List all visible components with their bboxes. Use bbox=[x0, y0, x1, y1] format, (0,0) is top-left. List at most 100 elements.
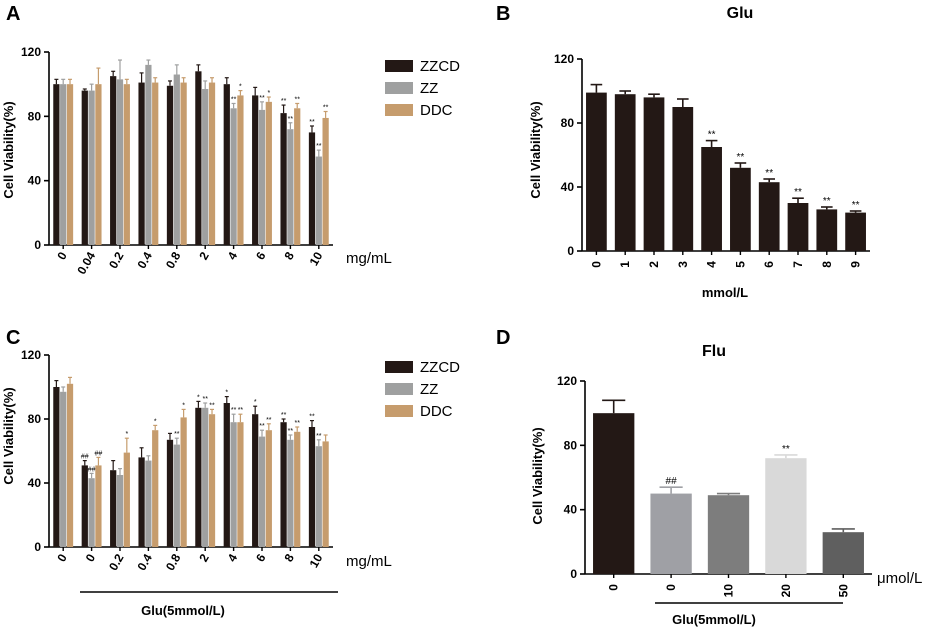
chart-a-bar-zzcd bbox=[195, 71, 202, 245]
chart-a-xtick-label: 2 bbox=[196, 249, 212, 262]
chart-d-ytick-label: 40 bbox=[564, 503, 578, 517]
chart-c-ytick-label: 40 bbox=[28, 476, 42, 490]
chart-b-xtick-label: 3 bbox=[676, 261, 690, 268]
chart-c-bar-zz bbox=[258, 436, 266, 547]
chart-b-bar bbox=[701, 147, 722, 251]
chart-c-sig-label: * bbox=[225, 390, 228, 397]
legend-a-label-ddc: DDC bbox=[420, 102, 453, 119]
chart-d-title: Flu bbox=[702, 343, 726, 360]
chart-b-xtick-label: 4 bbox=[705, 261, 719, 268]
chart-a-sig-label: ** bbox=[323, 105, 329, 112]
chart-d-ytick-label: 80 bbox=[564, 438, 578, 452]
chart-c-bar-zz bbox=[230, 422, 237, 547]
chart-a-bar-zz bbox=[173, 74, 180, 246]
chart-b-ytick-label: 80 bbox=[561, 116, 575, 130]
chart-a-bar-ddc bbox=[322, 117, 329, 245]
chart-c-unit: mg/mL bbox=[346, 553, 392, 570]
chart-c-sig-label: ** bbox=[202, 396, 208, 403]
chart-a-bar-ddc bbox=[265, 101, 272, 245]
chart-c-sig-label: ** bbox=[231, 407, 237, 414]
chart-c-bar-ddc bbox=[180, 417, 187, 547]
chart-a-xtick-label: 0.4 bbox=[135, 249, 156, 271]
chart-b-bar bbox=[730, 167, 751, 251]
chart-c-sig-label: ## bbox=[81, 454, 89, 461]
chart-c-xtick-label: 4 bbox=[225, 551, 241, 564]
chart-c-ytick-label: 80 bbox=[28, 412, 42, 426]
chart-d-xtick-label: 10 bbox=[722, 584, 736, 598]
chart-b-ytick-label: 40 bbox=[561, 180, 575, 194]
chart-a-xtick-label: 8 bbox=[282, 249, 298, 262]
chart-c-xlabel: Glu(5mmol/L) bbox=[141, 603, 225, 618]
chart-c-sig-label: ** bbox=[259, 423, 265, 430]
chart-a-bar-zz bbox=[258, 109, 266, 246]
chart-c-xtick-label: 0.4 bbox=[135, 551, 156, 573]
chart-b: 0 40 80 120 0 1 2 3 4 ** 5 ** 6 ** 7 ** 8 ** 9 ** bbox=[554, 52, 870, 268]
chart-a-ytick-label: 0 bbox=[34, 238, 41, 252]
chart-b-bar bbox=[586, 92, 607, 251]
chart-c-bar-zzcd bbox=[195, 407, 202, 547]
chart-b-ylabel: Cell Viability(%) bbox=[528, 101, 543, 198]
chart-b-ytick-label: 120 bbox=[554, 52, 574, 66]
legend-a-label-zz: ZZ bbox=[420, 80, 438, 97]
chart-b-bar bbox=[758, 182, 780, 251]
chart-a-xtick-label: 0 bbox=[54, 249, 70, 262]
chart-b-bar bbox=[787, 203, 809, 251]
chart-b-bar bbox=[614, 94, 636, 251]
panel-a-label: A bbox=[6, 3, 20, 25]
chart-a-xtick-label: 4 bbox=[225, 249, 241, 262]
legend-c-swatch-zzcd bbox=[385, 361, 413, 373]
chart-b-xtick-label: 6 bbox=[762, 261, 776, 268]
chart-a-ytick-label: 40 bbox=[28, 174, 42, 188]
chart-d-xtick-label: 50 bbox=[836, 584, 850, 598]
chart-c-sig-label: ** bbox=[316, 433, 322, 440]
chart-b-ytick-label: 0 bbox=[567, 244, 574, 258]
chart-c-bar-zzcd bbox=[166, 439, 174, 547]
chart-c-xtick-label: 8 bbox=[282, 551, 298, 564]
chart-d-bar bbox=[593, 413, 635, 574]
chart-a-bar-zzcd bbox=[280, 113, 287, 245]
chart-c-xtick-label: 10 bbox=[307, 551, 326, 570]
chart-b-xtick-label: 5 bbox=[733, 261, 747, 268]
chart-c-bar-zz bbox=[202, 407, 209, 547]
legend-c-label-zzcd: ZZCD bbox=[420, 359, 460, 376]
chart-a-xtick-label: 0.8 bbox=[163, 249, 184, 271]
chart-c-sig-label: ** bbox=[309, 414, 315, 421]
chart-c-bar-zzcd bbox=[81, 465, 88, 547]
chart-c-bar-ddc bbox=[265, 430, 272, 547]
chart-c-bar-ddc bbox=[66, 383, 74, 547]
chart-c-sig-label: * bbox=[125, 431, 128, 438]
chart-b-xtick-label: 7 bbox=[791, 261, 805, 268]
chart-a-bar-zzcd bbox=[138, 82, 145, 245]
chart-a-bar-zz bbox=[202, 88, 209, 245]
chart-c-sig-label: ## bbox=[88, 466, 96, 473]
chart-a-bar-zz bbox=[60, 84, 67, 246]
chart-a-bar-ddc bbox=[66, 84, 74, 246]
chart-a-xtick-label: 10 bbox=[307, 249, 326, 268]
chart-b-xtick-label: 1 bbox=[618, 261, 632, 268]
chart-c-bar-zz bbox=[145, 460, 152, 547]
chart-a-sig-label: ** bbox=[316, 143, 322, 150]
legend-c-swatch-zz bbox=[385, 383, 413, 395]
chart-b-xtick-label: 9 bbox=[849, 261, 863, 268]
chart-a-sig-label: ** bbox=[288, 116, 294, 123]
chart-a-sig-label: ** bbox=[259, 95, 265, 102]
chart-a-bar-ddc bbox=[208, 82, 216, 245]
chart-a-bar-zzcd bbox=[308, 132, 316, 245]
chart-c-sig-label: ** bbox=[266, 417, 272, 424]
chart-b-sig-label: ** bbox=[708, 130, 716, 141]
chart-d-ytick-label: 0 bbox=[570, 567, 577, 581]
chart-c-sig-label: ** bbox=[281, 412, 287, 419]
chart-a-sig-label: * bbox=[267, 90, 270, 97]
chart-a-bar-zz bbox=[145, 64, 152, 245]
chart-a-bar-zzcd bbox=[110, 76, 117, 245]
chart-a-bar-zz bbox=[287, 129, 294, 245]
chart-c-xtick-label: 0 bbox=[54, 551, 70, 564]
chart-c-bar-zz bbox=[88, 478, 95, 547]
chart-b-bar bbox=[672, 107, 694, 251]
chart-c-bar-ddc bbox=[123, 452, 130, 547]
chart-c-sig-label: * bbox=[254, 399, 257, 406]
chart-b-sig-label: ** bbox=[852, 200, 860, 211]
chart-a-sig-label: ** bbox=[309, 119, 315, 126]
chart-b-bar bbox=[816, 209, 838, 251]
